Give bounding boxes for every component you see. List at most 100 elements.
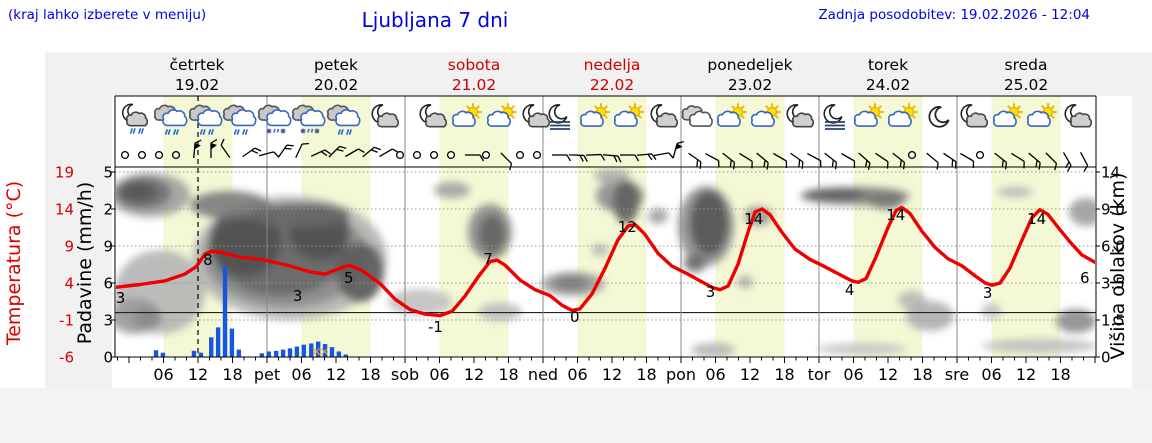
weather-icon-sun-cloud xyxy=(486,103,517,127)
cloud-blob xyxy=(981,303,1001,319)
line xyxy=(1045,152,1057,164)
line xyxy=(731,105,736,110)
line xyxy=(583,155,588,162)
rain-marks xyxy=(164,129,179,135)
line xyxy=(1041,105,1046,110)
g xyxy=(220,138,231,158)
line xyxy=(790,152,804,163)
wind-barb xyxy=(1045,152,1058,171)
precip-bar xyxy=(309,343,314,357)
cloud-shape xyxy=(162,109,188,127)
precip-bar xyxy=(280,349,286,357)
x-hour-label: 18 xyxy=(360,365,380,384)
wind-barb xyxy=(210,138,218,158)
x-hour-label: 18 xyxy=(636,365,656,384)
x-hour-label: 12 xyxy=(1016,365,1036,384)
line xyxy=(875,152,889,163)
temp-tick-label: 9 xyxy=(64,238,74,256)
line xyxy=(911,105,916,110)
wind-barb xyxy=(858,152,871,170)
wind-barb xyxy=(1028,152,1041,170)
g xyxy=(210,138,218,158)
path xyxy=(211,143,217,150)
weather-icon-sun-cloud xyxy=(579,103,610,127)
weather-icon-sun-cloud xyxy=(451,103,482,127)
line xyxy=(751,161,753,169)
line xyxy=(501,105,506,110)
line xyxy=(756,152,769,164)
g xyxy=(1045,152,1058,171)
wind-calm-symbol xyxy=(907,150,917,160)
line xyxy=(1016,105,1021,110)
line xyxy=(210,138,218,144)
day-date: 19.02 xyxy=(175,76,219,94)
line xyxy=(729,159,732,167)
fog-marks xyxy=(825,121,845,130)
circle xyxy=(120,150,130,160)
precip-bar xyxy=(236,349,242,357)
line xyxy=(1007,105,1012,110)
line xyxy=(972,160,975,168)
weather-icon-moon-cloud xyxy=(650,104,679,128)
cloud-blob xyxy=(613,180,639,224)
circle xyxy=(137,150,147,160)
line xyxy=(509,163,513,171)
x-hour-label: 06 xyxy=(705,365,725,384)
g xyxy=(636,153,657,161)
last-update-label: Zadnja posodobitev: 19.02.2026 - 12:04 xyxy=(818,7,1090,23)
cloud-shape xyxy=(125,111,149,127)
line xyxy=(1066,165,1072,172)
weather-icon-cloud xyxy=(681,105,713,127)
precip-bar xyxy=(160,352,166,357)
g xyxy=(258,151,279,158)
weather-icon-moon-cloud xyxy=(371,104,400,128)
line xyxy=(295,143,303,158)
wind-barb xyxy=(994,152,1008,170)
temp-value-label: 14 xyxy=(886,206,905,224)
circle xyxy=(395,150,405,160)
x-hour-label: 18 xyxy=(1050,365,1070,384)
line xyxy=(739,152,753,162)
line xyxy=(336,148,344,152)
line xyxy=(602,154,619,157)
wind-barb xyxy=(841,152,856,168)
cloud-blob xyxy=(805,188,865,200)
precip-bar xyxy=(209,337,214,357)
line xyxy=(936,162,939,170)
line xyxy=(500,152,512,164)
line xyxy=(362,146,375,158)
line xyxy=(617,155,622,163)
axis-title-precip: Padavine (mm/h) xyxy=(74,182,96,345)
frozen-mix-marker: ✕ xyxy=(311,345,321,359)
temp-value-label: 0 xyxy=(570,308,580,326)
moon-shape xyxy=(928,106,950,128)
temp-value-label: -1 xyxy=(428,318,443,336)
x-hour-label: 06 xyxy=(567,365,587,384)
line xyxy=(328,146,340,158)
x-day-abbr: ned xyxy=(528,365,558,384)
temp-tick-label: 4 xyxy=(64,275,74,293)
weather-icon-sun-cloud xyxy=(1026,103,1057,127)
chart-legend: Precipitation ★ Snow ✕ Frozen mix Shower… xyxy=(0,388,1152,443)
weather-icon-sun-cloud xyxy=(992,103,1023,127)
g xyxy=(585,153,606,161)
cloud-blob xyxy=(120,182,156,202)
wind-calm-symbol xyxy=(515,150,525,160)
precip-bar xyxy=(336,351,342,357)
wind-barb xyxy=(790,152,804,169)
line xyxy=(603,105,608,110)
line xyxy=(1028,152,1041,164)
g xyxy=(552,154,572,162)
precip-tick-label: 0 xyxy=(103,349,113,367)
cloud-shape xyxy=(1026,110,1051,127)
line xyxy=(722,152,735,163)
line xyxy=(798,159,801,167)
wind-barb xyxy=(552,154,572,162)
weather-icon-cloud-rain xyxy=(326,104,361,135)
precip-bar xyxy=(301,344,306,357)
snow-marks xyxy=(266,128,272,134)
cloud-shape xyxy=(335,109,361,127)
snow-marks xyxy=(314,128,320,134)
line xyxy=(831,159,834,167)
